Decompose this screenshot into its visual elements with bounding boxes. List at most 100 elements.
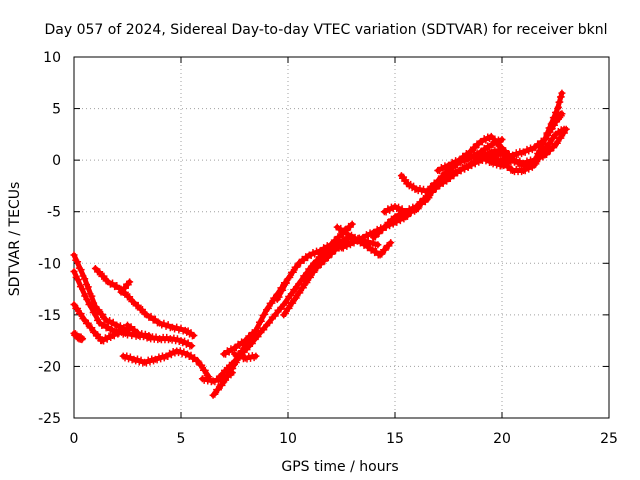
series-track-13 bbox=[231, 350, 260, 363]
data-point bbox=[348, 220, 356, 228]
data-point bbox=[303, 273, 311, 281]
x-tick-label: 20 bbox=[493, 431, 511, 447]
data-point bbox=[300, 256, 308, 264]
data-point bbox=[88, 292, 96, 300]
data-point bbox=[468, 161, 476, 169]
data-point bbox=[296, 289, 304, 297]
data-point bbox=[126, 293, 134, 301]
data-point bbox=[254, 333, 262, 341]
data-point bbox=[446, 175, 454, 183]
y-tick-label: 5 bbox=[52, 102, 61, 118]
data-point bbox=[264, 304, 272, 312]
data-point bbox=[225, 370, 233, 378]
data-point bbox=[414, 203, 422, 211]
data-point bbox=[558, 110, 566, 118]
series-track-4 bbox=[70, 329, 87, 344]
data-point bbox=[402, 176, 410, 184]
data-point bbox=[247, 333, 255, 341]
data-point bbox=[557, 134, 565, 142]
data-point bbox=[553, 108, 561, 116]
data-point bbox=[70, 251, 78, 259]
data-point bbox=[138, 306, 146, 314]
x-tick-label: 5 bbox=[177, 431, 186, 447]
data-point bbox=[371, 233, 379, 241]
data-point bbox=[79, 285, 87, 293]
data-point bbox=[100, 320, 108, 328]
data-point bbox=[77, 310, 85, 318]
data-point bbox=[546, 147, 554, 155]
series-track-24 bbox=[498, 110, 566, 164]
data-point bbox=[201, 366, 209, 374]
data-point bbox=[74, 276, 82, 284]
data-point bbox=[374, 241, 382, 249]
data-point bbox=[299, 284, 307, 292]
data-series bbox=[70, 89, 570, 399]
data-point bbox=[188, 342, 196, 350]
data-point bbox=[468, 147, 476, 155]
data-point bbox=[96, 268, 104, 276]
data-point bbox=[252, 352, 260, 360]
data-point bbox=[74, 258, 82, 266]
data-point bbox=[277, 305, 285, 313]
data-point bbox=[282, 279, 290, 287]
x-axis-label: GPS time / hours bbox=[281, 459, 398, 475]
data-point bbox=[236, 341, 244, 349]
y-tick-label: -25 bbox=[38, 411, 61, 427]
data-point bbox=[329, 240, 337, 248]
data-point bbox=[289, 268, 297, 276]
data-point bbox=[131, 325, 139, 333]
data-point bbox=[191, 354, 199, 362]
data-point bbox=[310, 263, 318, 271]
data-point bbox=[134, 301, 142, 309]
data-point bbox=[243, 336, 251, 344]
data-point bbox=[550, 134, 558, 142]
data-point bbox=[214, 386, 222, 394]
series-track-3 bbox=[70, 301, 127, 345]
data-point bbox=[87, 302, 95, 310]
series-track-6 bbox=[117, 278, 134, 296]
data-point bbox=[147, 312, 155, 320]
data-point bbox=[471, 144, 479, 152]
data-point bbox=[282, 309, 290, 317]
data-point bbox=[223, 366, 231, 374]
data-point bbox=[387, 239, 395, 247]
data-point bbox=[382, 223, 390, 231]
data-point bbox=[271, 312, 279, 320]
data-point bbox=[190, 331, 198, 339]
x-tick-label: 15 bbox=[386, 431, 404, 447]
data-point bbox=[292, 294, 300, 302]
data-point bbox=[218, 371, 226, 379]
data-point bbox=[314, 258, 322, 266]
data-point bbox=[553, 139, 561, 147]
data-point bbox=[126, 278, 134, 286]
data-point bbox=[84, 283, 92, 291]
y-tick-label: -20 bbox=[38, 359, 61, 375]
data-point bbox=[418, 200, 426, 208]
data-point bbox=[279, 286, 287, 294]
data-point bbox=[332, 237, 340, 245]
series-track-7 bbox=[124, 321, 196, 350]
data-point bbox=[491, 135, 499, 143]
data-point bbox=[109, 279, 117, 287]
data-point bbox=[100, 272, 108, 280]
data-point bbox=[70, 301, 78, 309]
data-point bbox=[248, 340, 256, 348]
data-point bbox=[340, 227, 348, 235]
data-point bbox=[99, 310, 107, 318]
data-point bbox=[482, 145, 490, 153]
data-point bbox=[257, 317, 265, 325]
data-point bbox=[386, 219, 394, 227]
data-point bbox=[81, 275, 89, 283]
data-point bbox=[222, 376, 230, 384]
data-point bbox=[324, 254, 332, 262]
data-point bbox=[372, 247, 380, 255]
data-point bbox=[77, 266, 85, 274]
data-point bbox=[450, 172, 458, 180]
data-point bbox=[187, 351, 195, 359]
y-tick-label: -15 bbox=[38, 308, 61, 324]
data-point bbox=[436, 176, 444, 184]
data-point bbox=[375, 230, 383, 238]
data-point bbox=[546, 139, 554, 147]
